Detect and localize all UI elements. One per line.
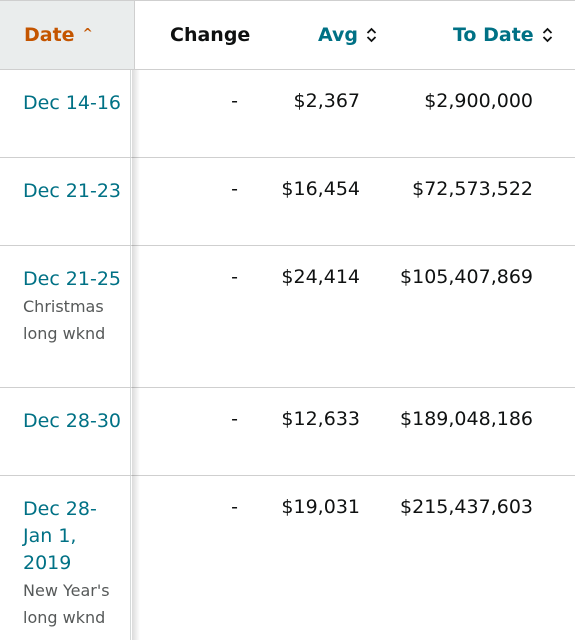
date-column-header[interactable]: Date ^ <box>24 1 93 69</box>
todate-header-label[interactable]: To Date <box>453 24 534 46</box>
avg-column-header[interactable]: Avg <box>318 1 377 69</box>
change-value: - <box>231 90 238 112</box>
avg-value: $2,367 <box>293 90 360 112</box>
table-row: Dec 28-Jan 1, 2019 New Year's long wknd … <box>0 476 575 640</box>
sort-toggle-icon[interactable] <box>366 27 377 43</box>
change-value: - <box>231 178 238 200</box>
table-body: Dec 14-16 - $2,367 $2,900,000 Dec 21-23 … <box>0 70 575 640</box>
change-value: - <box>231 266 238 288</box>
todate-value: $2,900,000 <box>424 90 533 112</box>
date-header-label[interactable]: Date <box>24 24 75 46</box>
date-link[interactable]: Dec 21-23 <box>23 180 122 202</box>
avg-value: $24,414 <box>281 266 360 288</box>
sticky-column-shadow <box>132 70 140 640</box>
todate-value: $72,573,522 <box>412 178 533 200</box>
todate-value: $189,048,186 <box>400 408 533 430</box>
todate-value: $215,437,603 <box>400 496 533 518</box>
date-cell: Dec 28-Jan 1, 2019 New Year's long wknd <box>0 476 131 640</box>
avg-value: $12,633 <box>281 408 360 430</box>
date-note: New Year's long wknd <box>23 581 110 627</box>
sort-ascending-icon[interactable]: ^ <box>82 26 93 40</box>
table-row: Dec 14-16 - $2,367 $2,900,000 <box>0 70 575 158</box>
date-link[interactable]: Dec 28-30 <box>23 410 122 432</box>
date-cell: Dec 21-25 Christmas long wknd <box>0 246 131 387</box>
table-header: Date ^ Change Avg To Date <box>0 0 575 70</box>
avg-header-label[interactable]: Avg <box>318 24 359 46</box>
date-cell: Dec 28-30 <box>0 388 131 475</box>
sort-toggle-icon[interactable] <box>542 27 553 43</box>
date-link[interactable]: Dec 21-25 <box>23 268 122 290</box>
date-cell: Dec 21-23 <box>0 158 131 245</box>
table-row: Dec 21-23 - $16,454 $72,573,522 <box>0 158 575 246</box>
date-link[interactable]: Dec 28-Jan 1, 2019 <box>23 498 97 574</box>
avg-value: $16,454 <box>281 178 360 200</box>
date-note: Christmas long wknd <box>23 297 106 343</box>
change-value: - <box>231 408 238 430</box>
change-header-label: Change <box>170 24 251 46</box>
date-header-cell[interactable] <box>0 1 135 69</box>
todate-column-header[interactable]: To Date <box>453 1 553 69</box>
table-row: Dec 21-25 Christmas long wknd - $24,414 … <box>0 246 575 388</box>
date-cell: Dec 14-16 <box>0 70 131 157</box>
date-link[interactable]: Dec 14-16 <box>23 92 122 114</box>
todate-value: $105,407,869 <box>400 266 533 288</box>
table-row: Dec 28-30 - $12,633 $189,048,186 <box>0 388 575 476</box>
avg-value: $19,031 <box>281 496 360 518</box>
change-value: - <box>231 496 238 518</box>
change-column-header: Change <box>170 1 250 69</box>
